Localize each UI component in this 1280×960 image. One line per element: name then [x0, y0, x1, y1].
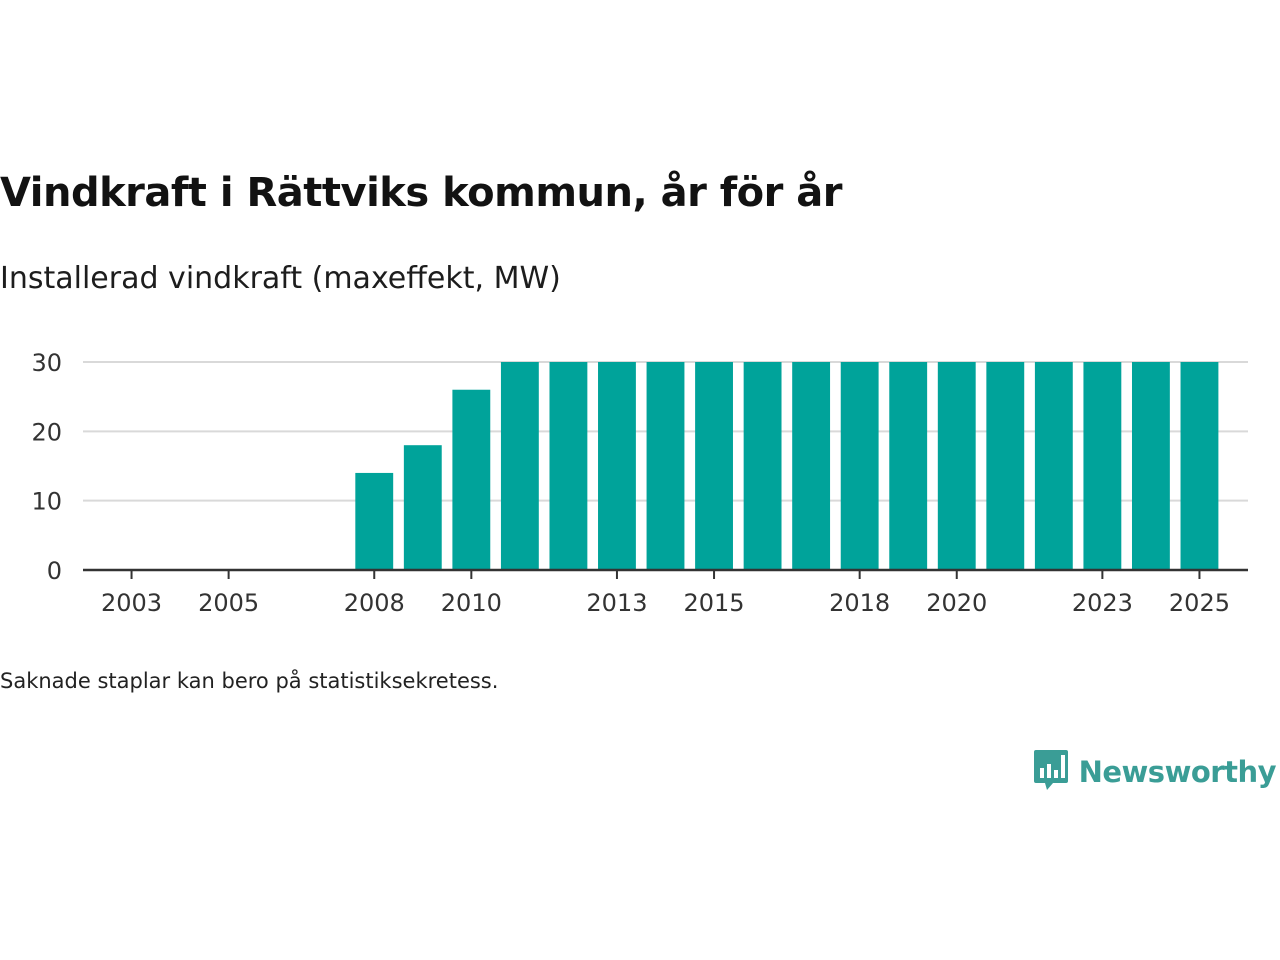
x-tick-label: 2008	[344, 589, 405, 617]
bar-2024	[1131, 362, 1170, 570]
bar-2015	[695, 362, 733, 570]
bar-2017	[792, 362, 831, 570]
bar-2019	[889, 362, 928, 570]
bar-2011	[500, 362, 539, 570]
bars	[355, 362, 1219, 570]
chart-title: Vindkraft i Rättviks kommun, år för år	[0, 170, 842, 216]
x-tick-label: 2003	[101, 589, 162, 617]
bar-2008	[355, 472, 394, 570]
x-tick-label: 2025	[1169, 589, 1230, 617]
x-tick-label: 2013	[586, 589, 647, 617]
bar-2025	[1180, 362, 1219, 570]
y-tick-label: 0	[47, 557, 62, 585]
bar-2021	[986, 362, 1025, 570]
bar-2013	[598, 362, 636, 570]
y-tick-label: 10	[31, 488, 62, 516]
bar-2016	[743, 362, 782, 570]
x-tick-label: 2015	[684, 589, 745, 617]
brand-name: Newsworthy	[1078, 755, 1277, 789]
x-tick-label: 2023	[1072, 589, 1133, 617]
chart-subtitle: Installerad vindkraft (maxeffekt, MW)	[0, 261, 561, 296]
bar-2009	[403, 445, 442, 570]
bar-2014	[646, 362, 685, 570]
x-tick-label: 2010	[441, 589, 502, 617]
brand-logo: Newsworthy	[1033, 748, 1277, 796]
x-tick-label: 2005	[198, 589, 259, 617]
x-tick-label: 2020	[926, 589, 987, 617]
bar-2012	[549, 362, 588, 570]
x-axis-ticks: 2003 2005 2008 2010 2013 2015 2018 2020 2023 2025	[101, 570, 1230, 617]
bar-2020	[937, 362, 976, 570]
bar-chart: 0 10 20 30 2003 2005 2008 2010 2013 2015 2018 2020…	[31, 349, 1248, 617]
y-axis-ticks: 0 10 20 30	[31, 349, 62, 585]
bar-2023	[1083, 362, 1122, 570]
x-tick-label: 2018	[829, 589, 890, 617]
footnote: Saknade staplar kan bero på statistiksek…	[0, 669, 499, 693]
y-tick-label: 20	[31, 418, 62, 446]
y-tick-label: 30	[31, 349, 62, 377]
bar-2022	[1034, 362, 1073, 570]
bar-2010	[452, 389, 491, 570]
bar-chart-speech-bubble-icon	[1033, 748, 1069, 796]
bar-2018	[840, 362, 879, 570]
